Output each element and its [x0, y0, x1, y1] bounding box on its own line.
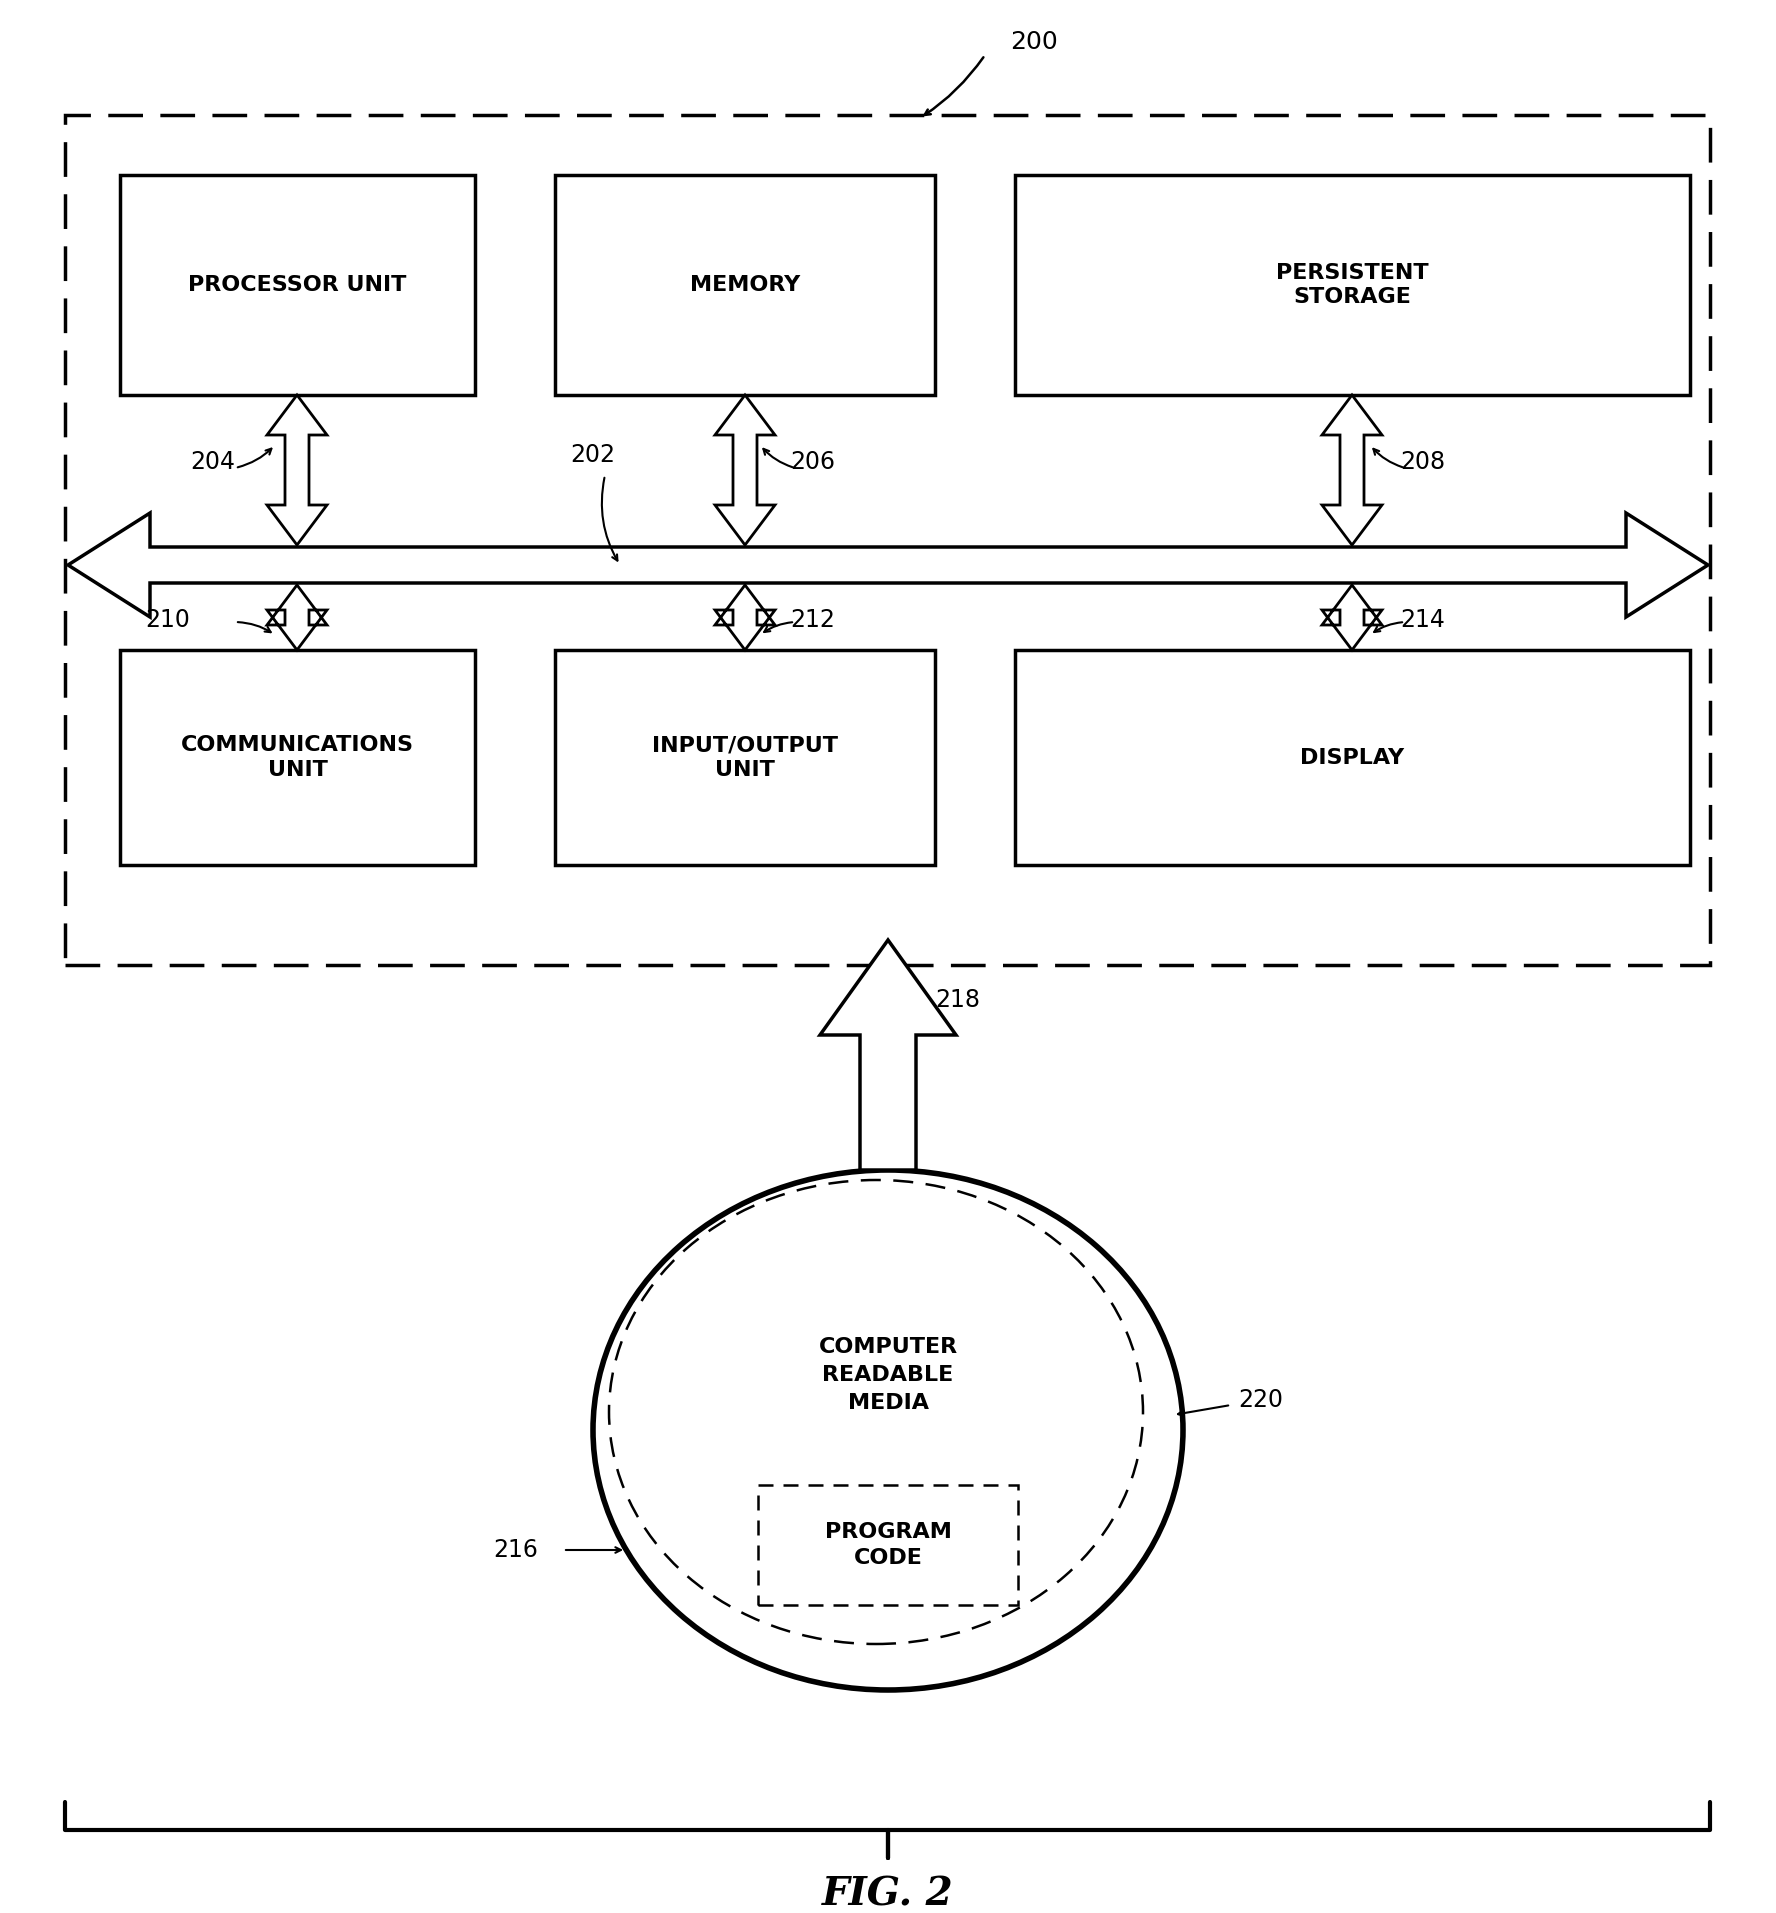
Text: 208: 208	[1399, 450, 1446, 474]
Text: PROCESSOR UNIT: PROCESSOR UNIT	[188, 275, 407, 295]
Polygon shape	[1321, 585, 1382, 650]
Text: COMPUTER
READABLE
MEDIA: COMPUTER READABLE MEDIA	[819, 1337, 957, 1414]
Polygon shape	[266, 585, 327, 650]
Bar	[554, 174, 934, 394]
Text: INPUT/OUTPUT
UNIT: INPUT/OUTPUT UNIT	[652, 735, 838, 781]
Text: 216: 216	[494, 1538, 538, 1563]
Polygon shape	[821, 939, 955, 1171]
Polygon shape	[1321, 394, 1382, 545]
Bar	[121, 174, 474, 394]
Text: 204: 204	[190, 450, 234, 474]
Ellipse shape	[593, 1171, 1183, 1689]
Text: 210: 210	[146, 608, 190, 631]
Text: 214: 214	[1399, 608, 1446, 631]
Text: PROGRAM
CODE: PROGRAM CODE	[824, 1523, 952, 1569]
Text: COMMUNICATIONS
UNIT: COMMUNICATIONS UNIT	[181, 735, 414, 781]
Bar	[121, 650, 474, 865]
Bar	[1016, 174, 1691, 394]
Text: 202: 202	[570, 444, 614, 467]
Text: 212: 212	[790, 608, 835, 631]
Bar	[1016, 650, 1691, 865]
Text: MEMORY: MEMORY	[689, 275, 801, 295]
Polygon shape	[716, 585, 774, 650]
Text: FIG. 2: FIG. 2	[822, 1877, 954, 1913]
Text: DISPLAY: DISPLAY	[1300, 748, 1405, 767]
Text: PERSISTENT
STORAGE: PERSISTENT STORAGE	[1277, 262, 1430, 308]
Text: 200: 200	[1011, 31, 1058, 54]
Polygon shape	[716, 394, 774, 545]
Bar	[66, 115, 1710, 964]
Text: 206: 206	[790, 450, 835, 474]
Polygon shape	[266, 394, 327, 545]
Text: 218: 218	[934, 987, 980, 1012]
Bar	[758, 1484, 1018, 1605]
Bar	[554, 650, 934, 865]
Polygon shape	[67, 513, 1709, 618]
Text: 220: 220	[1238, 1389, 1282, 1412]
